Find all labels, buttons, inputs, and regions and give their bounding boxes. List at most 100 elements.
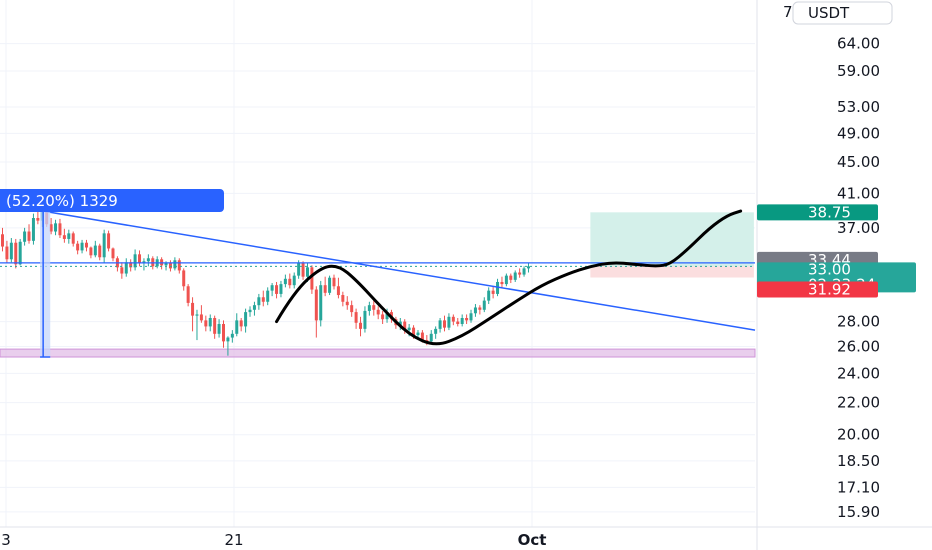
candle-body	[230, 333, 234, 338]
candle-body	[191, 302, 195, 316]
candle	[319, 280, 323, 327]
price-tick-label: 17.10	[837, 478, 880, 496]
candle	[252, 301, 256, 316]
candle-body	[5, 246, 9, 260]
candle-body	[350, 305, 354, 313]
candle-body	[76, 243, 80, 251]
candle	[9, 238, 13, 263]
candle	[314, 286, 318, 338]
candle	[76, 240, 80, 255]
candle-body	[513, 272, 517, 280]
candle	[146, 254, 150, 267]
price-tick-label: 45.00	[837, 153, 880, 171]
candle-body	[164, 263, 168, 266]
price-tick-label: 49.00	[837, 124, 880, 142]
candle	[199, 305, 203, 323]
time-axis[interactable]: 3 21 Oct	[0, 526, 932, 549]
price-tick-label: 20.00	[837, 426, 880, 444]
candle	[341, 291, 345, 307]
time-tick-label: 21	[224, 531, 243, 549]
loss-zone	[590, 266, 754, 278]
measure-tool[interactable]: (52.20%) 1329	[0, 189, 224, 358]
candle-body	[226, 337, 230, 342]
candle	[80, 239, 84, 254]
candle-body	[14, 242, 18, 265]
candle-body	[292, 275, 296, 286]
candle	[345, 296, 349, 310]
candle-body	[460, 317, 464, 324]
candle-body	[336, 286, 340, 296]
price-tick-label: 24.00	[837, 364, 880, 382]
candle-body	[469, 313, 473, 321]
candle	[23, 227, 27, 246]
candle-body	[478, 307, 482, 310]
candle	[491, 286, 495, 299]
candle-body	[107, 233, 111, 249]
candle-body	[111, 248, 115, 259]
price-tick-label: 41.00	[837, 184, 880, 202]
candle-body	[129, 262, 133, 268]
candle	[354, 308, 358, 329]
candle-body	[182, 270, 186, 287]
candle-body	[496, 281, 500, 294]
candle	[460, 314, 464, 327]
candle-body	[222, 323, 225, 342]
measure-label-background	[0, 189, 224, 212]
candle	[323, 276, 327, 297]
candle-body	[500, 281, 504, 285]
candle-body	[270, 285, 274, 291]
chart-grid	[0, 0, 755, 527]
candle	[230, 330, 234, 343]
candle-body	[345, 301, 349, 306]
candle-body	[93, 245, 97, 256]
candle	[27, 224, 31, 244]
currency-label: USDT	[808, 4, 850, 22]
candle	[195, 309, 199, 341]
candle	[275, 281, 279, 299]
candle	[438, 317, 442, 333]
candle-body	[54, 223, 58, 232]
price-axis[interactable]: 64.00 59.00 53.00 49.00 45.00 41.00 37.00 28.00…	[756, 0, 893, 550]
stop-price-tag-value: 31.92	[808, 281, 851, 299]
candle-body	[1, 234, 4, 247]
price-tick-label: 59.00	[837, 62, 880, 80]
candle-body	[359, 322, 363, 329]
candle	[504, 273, 508, 287]
candle-body	[261, 297, 265, 302]
candle	[54, 219, 58, 236]
currency-selector-border	[792, 1, 893, 25]
candle	[257, 293, 261, 310]
candle-body	[305, 267, 309, 277]
candle	[350, 300, 354, 317]
candle	[107, 230, 111, 252]
candle-body	[204, 320, 208, 327]
candle-body	[434, 328, 438, 334]
candle-body	[49, 224, 53, 232]
measure-range	[40, 211, 51, 358]
candle-body	[173, 260, 177, 269]
candle-body	[257, 297, 261, 306]
candle	[93, 240, 97, 258]
candle-body	[297, 263, 301, 276]
candle	[266, 287, 270, 306]
candle-body	[372, 305, 376, 310]
candle	[270, 283, 274, 297]
candle-body	[504, 275, 508, 285]
candle	[217, 319, 221, 338]
candle-body	[133, 254, 137, 268]
candle	[120, 262, 124, 279]
candle-body	[80, 242, 84, 251]
candle	[1, 227, 4, 252]
candle	[248, 306, 252, 317]
candle-body	[248, 309, 252, 313]
candle	[213, 315, 217, 339]
candle	[509, 273, 513, 284]
profit-zone	[590, 212, 754, 267]
candle	[288, 273, 292, 289]
candle-body	[84, 242, 88, 248]
currency-selector[interactable]: USDT	[792, 1, 893, 25]
candle-body	[208, 317, 212, 327]
candle	[186, 284, 190, 307]
